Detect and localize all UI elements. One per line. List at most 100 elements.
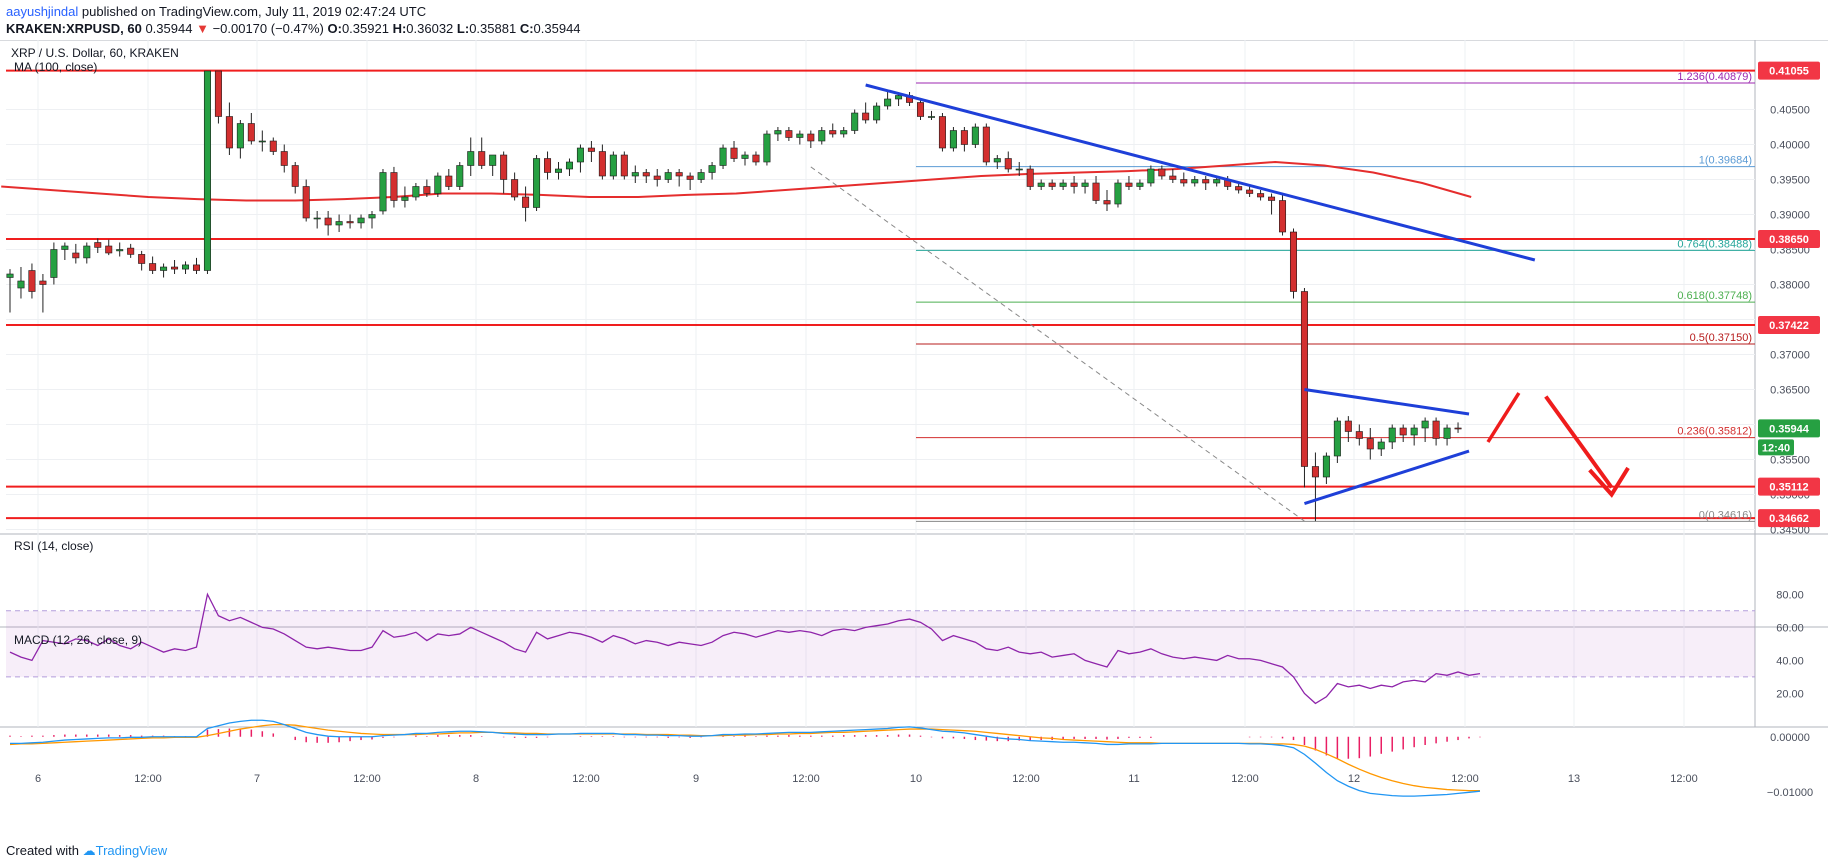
candle[interactable]	[818, 130, 826, 142]
candle[interactable]	[83, 245, 91, 259]
candle[interactable]	[851, 112, 859, 131]
candle[interactable]	[1235, 186, 1243, 191]
candle[interactable]	[1454, 427, 1462, 430]
candle[interactable]	[927, 116, 935, 118]
candle[interactable]	[554, 168, 562, 173]
candle[interactable]	[565, 161, 573, 170]
candle[interactable]	[214, 70, 222, 117]
candle[interactable]	[1125, 182, 1133, 187]
candle[interactable]	[1059, 182, 1067, 187]
candle[interactable]	[752, 154, 760, 163]
candle[interactable]	[1279, 200, 1287, 233]
candle[interactable]	[1213, 179, 1221, 184]
candle[interactable]	[609, 154, 617, 177]
candle[interactable]	[149, 263, 157, 271]
candle[interactable]	[236, 123, 244, 149]
tradingview-brand[interactable]: TradingView	[95, 843, 168, 858]
candle[interactable]	[291, 165, 299, 187]
candle[interactable]	[960, 130, 968, 145]
candle[interactable]	[1191, 179, 1199, 184]
candle[interactable]	[489, 154, 497, 166]
candle[interactable]	[807, 133, 815, 142]
candle[interactable]	[1147, 168, 1155, 184]
candle[interactable]	[971, 126, 979, 145]
candle[interactable]	[247, 123, 255, 142]
candle[interactable]	[993, 158, 1001, 163]
candle[interactable]	[1114, 182, 1122, 205]
candle[interactable]	[1037, 182, 1045, 187]
candle[interactable]	[1399, 427, 1407, 436]
candle[interactable]	[324, 217, 332, 226]
downtrend-trendline[interactable]	[865, 83, 1536, 262]
price-chart[interactable]: 1.236(0.40879) 1(0.39684) 0.764(0.38488) 0.…	[0, 40, 1828, 840]
candle[interactable]	[642, 172, 650, 177]
candle[interactable]	[72, 252, 80, 259]
candle[interactable]	[1092, 182, 1100, 201]
candle[interactable]	[1026, 168, 1034, 187]
candle[interactable]	[1136, 182, 1144, 187]
candle[interactable]	[664, 172, 672, 180]
candle[interactable]	[1257, 193, 1265, 198]
candle[interactable]	[434, 175, 442, 194]
candle[interactable]	[1377, 441, 1385, 450]
candle[interactable]	[258, 140, 266, 143]
candle[interactable]	[533, 158, 541, 208]
candle[interactable]	[774, 130, 782, 135]
candle[interactable]	[346, 221, 354, 224]
candle[interactable]	[280, 151, 288, 166]
candle[interactable]	[708, 165, 716, 173]
candle[interactable]	[182, 264, 190, 270]
candle[interactable]	[1103, 200, 1111, 205]
candle[interactable]	[1443, 427, 1451, 439]
candle[interactable]	[1355, 431, 1363, 439]
candle[interactable]	[829, 130, 837, 135]
candle[interactable]	[938, 116, 946, 149]
candle[interactable]	[445, 175, 453, 187]
candle[interactable]	[949, 130, 957, 149]
candle[interactable]	[719, 147, 727, 166]
triangle-upper-trendline[interactable]	[1304, 388, 1470, 416]
candle[interactable]	[313, 217, 321, 220]
candle[interactable]	[225, 116, 233, 149]
candle[interactable]	[1432, 420, 1440, 439]
candle[interactable]	[1081, 182, 1089, 187]
candle[interactable]	[1015, 168, 1023, 171]
candle[interactable]	[576, 147, 584, 163]
candle[interactable]	[401, 196, 409, 201]
candle[interactable]	[269, 140, 277, 152]
candle[interactable]	[6, 273, 14, 278]
candle[interactable]	[467, 151, 475, 166]
candle[interactable]	[620, 154, 628, 177]
candle[interactable]	[28, 270, 36, 292]
candle[interactable]	[1311, 466, 1319, 478]
candle[interactable]	[192, 264, 200, 271]
candle[interactable]	[500, 154, 508, 180]
candle[interactable]	[741, 154, 749, 159]
candle[interactable]	[1333, 420, 1341, 457]
candle[interactable]	[785, 130, 793, 138]
candle[interactable]	[686, 175, 694, 180]
candle[interactable]	[379, 172, 387, 212]
candle[interactable]	[61, 245, 69, 250]
candle[interactable]	[368, 214, 376, 219]
rsi-pane[interactable]	[6, 592, 1755, 705]
candle[interactable]	[127, 247, 135, 255]
candle[interactable]	[598, 151, 606, 177]
candle[interactable]	[1410, 427, 1418, 436]
candle[interactable]	[862, 112, 870, 121]
candle[interactable]	[478, 151, 486, 166]
candle[interactable]	[456, 165, 464, 187]
candle[interactable]	[1344, 420, 1352, 432]
candle[interactable]	[1300, 291, 1308, 467]
candle[interactable]	[796, 133, 804, 138]
candle[interactable]	[116, 249, 124, 252]
candle[interactable]	[1004, 158, 1012, 170]
candle[interactable]	[138, 254, 146, 264]
candle[interactable]	[1048, 182, 1056, 187]
candle[interactable]	[39, 280, 47, 285]
candle[interactable]	[1202, 179, 1210, 184]
candle[interactable]	[1366, 438, 1374, 450]
candle[interactable]	[50, 249, 58, 278]
candle[interactable]	[105, 245, 113, 254]
candle[interactable]	[895, 95, 903, 100]
